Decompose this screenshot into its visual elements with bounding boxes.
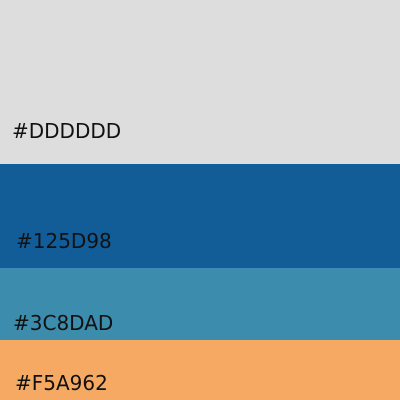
color-swatch-4: #F5A962	[0, 340, 400, 400]
hex-label-1: #DDDDDD	[12, 119, 122, 143]
hex-label-2: #125D98	[16, 229, 112, 253]
color-swatch-3: #3C8DAD	[0, 268, 400, 340]
hex-label-3: #3C8DAD	[13, 311, 114, 335]
hex-label-4: #F5A962	[15, 371, 108, 395]
color-swatch-1: #DDDDDD	[0, 0, 400, 164]
color-swatch-2: #125D98	[0, 164, 400, 268]
